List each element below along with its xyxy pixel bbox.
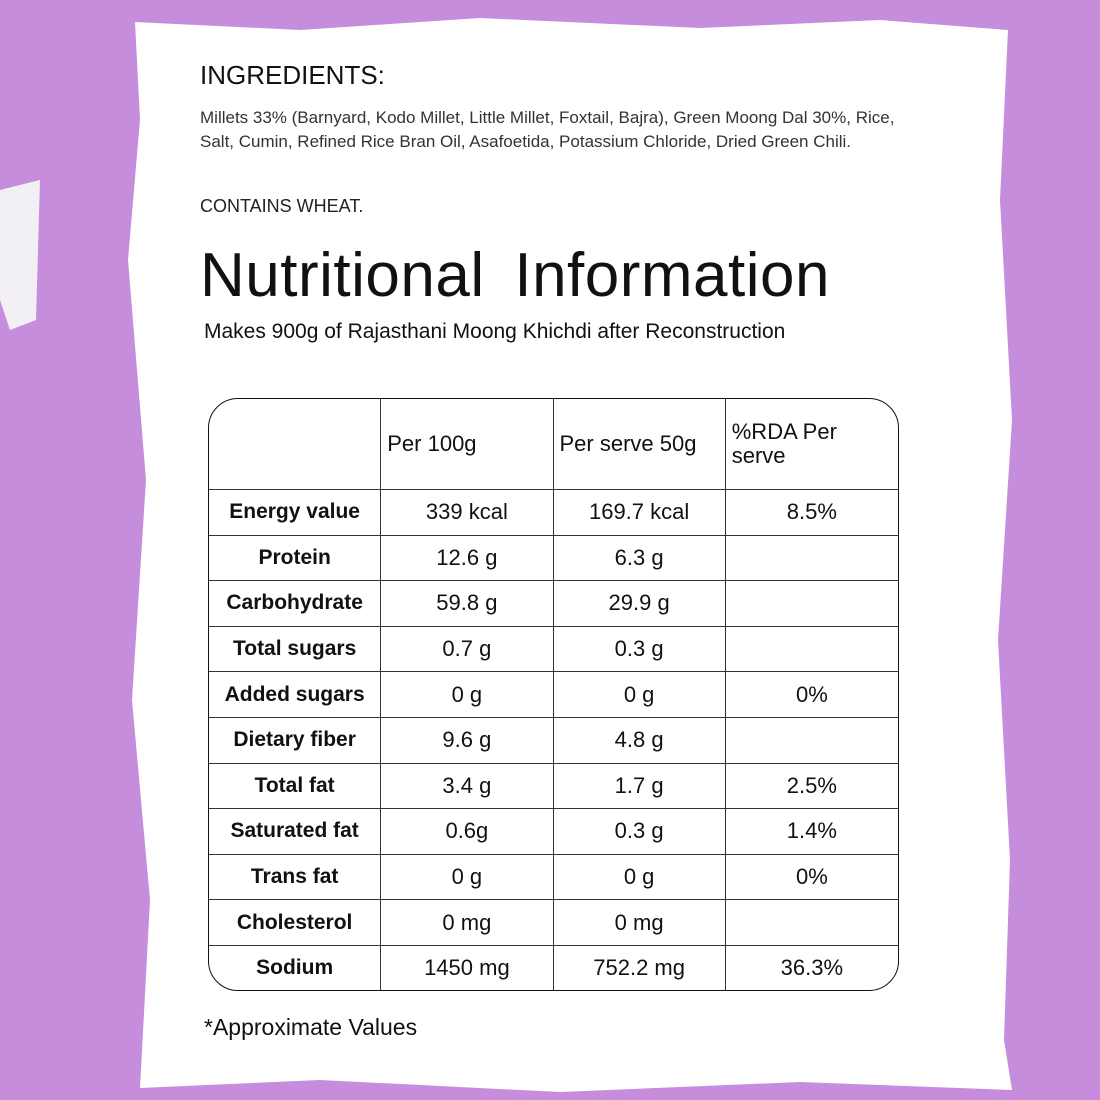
table-row: Carbohydrate 59.8 g 29.9 g (209, 581, 898, 627)
ingredients-title: INGREDIENTS: (200, 60, 385, 90)
table-cell: 0 g (553, 672, 726, 718)
table-cell: 0.7 g (381, 626, 554, 673)
table-cell (725, 627, 898, 673)
nutrient-name: Carbohydrate (209, 581, 382, 627)
table-cell: 0% (725, 672, 898, 718)
table-cell: 1450 mg (381, 945, 554, 990)
nutrient-name: Cholesterol (209, 900, 382, 946)
table: Per 100g Per serve 50g %RDA Per serve Energ… (209, 399, 898, 990)
table-row: Cholesterol 0 mg 0 mg (209, 900, 898, 946)
header-cell (209, 399, 382, 490)
table-row: Energy value 339 kcal 169.7 kcal 8.5% (209, 490, 898, 536)
table-cell: 36.3% (780, 954, 844, 980)
table-cell: 0 mg (553, 900, 726, 946)
table-cell (725, 900, 898, 946)
table-cell: 0.3 g (553, 809, 726, 855)
table-row: Total fat 3.4 g 1.7 g 2.5% (209, 763, 898, 810)
table-cell: 0.6g (381, 809, 554, 855)
nutrient-name: Sodium (209, 945, 382, 990)
table-cell (725, 536, 898, 582)
nutrient-name: Dietary fiber (209, 717, 382, 764)
table-cell (725, 581, 898, 627)
footnote: *Approximate Values (204, 1014, 418, 1040)
table-cell: 2.5% (725, 764, 898, 810)
nutrient-name: Total fat (209, 763, 382, 810)
table-cell: 0 g (381, 854, 554, 901)
header-cell: Per 100g (381, 399, 554, 490)
table-cell: 8.5% (725, 490, 898, 536)
header-row: Per 100g Per serve 50g %RDA Per serve (209, 399, 898, 490)
table-cell: 0% (725, 855, 898, 901)
table-cell (725, 718, 898, 764)
table-cell: 0 mg (381, 900, 554, 946)
white-smear (0, 180, 40, 330)
header-cell: Per serve 50g (553, 399, 726, 490)
table-row: Dietary fiber 9.6 g 4.8 g (209, 717, 898, 764)
table-cell: 1.4% (725, 809, 898, 855)
table-cell: 0.3 g (553, 626, 726, 673)
nutrient-name: Protein (209, 535, 382, 582)
ingredients-text: Millets 33% (Barnyard, Kodo Millet, Litt… (200, 108, 895, 151)
table-cell: 29.9 g (553, 581, 726, 627)
nutrient-name: Total sugars (209, 626, 382, 673)
nutrient-name: Added sugars (209, 672, 382, 718)
table-row: Protein 12.6 g 6.3 g (209, 535, 898, 582)
nutrient-name: Saturated fat (209, 809, 382, 855)
header-cell: %RDA Per serve (725, 399, 898, 490)
table-cell: 0 g (381, 672, 554, 718)
table-cell: 1.7 g (553, 763, 726, 810)
table-cell: 59.8 g (381, 581, 554, 627)
table-cell: 752.2 mg (554, 945, 726, 990)
table-cell: 12.6 g (381, 535, 554, 582)
table-row: Total sugars 0.7 g 0.3 g (209, 626, 898, 673)
table-cell: 3.4 g (381, 763, 554, 810)
nutrition-subtitle: Makes 900g of Rajasthani Moong Khichdi a… (204, 320, 786, 343)
nutrition-title: Nutritional Information (200, 241, 830, 310)
allergen-note: CONTAINS WHEAT. (200, 196, 364, 216)
table-cell: 9.6 g (381, 717, 554, 764)
table-cell: 169.7 kcal (553, 490, 726, 536)
table-cell: 6.3 g (553, 535, 726, 582)
table-row: Saturated fat 0.6g 0.3 g 1.4% (209, 809, 898, 855)
table-cell: 0 g (553, 854, 726, 901)
table-cell: 4.8 g (553, 717, 726, 764)
table-row: Sodium 1450 mg 752.2 mg 36.3% (209, 945, 898, 990)
table-cell: 339 kcal (381, 490, 554, 536)
nutrient-name: Trans fat (209, 854, 382, 901)
nutrient-name: Energy value (209, 490, 382, 536)
nutrition-table: Per 100g Per serve 50g %RDA Per serve Energ… (208, 398, 899, 991)
